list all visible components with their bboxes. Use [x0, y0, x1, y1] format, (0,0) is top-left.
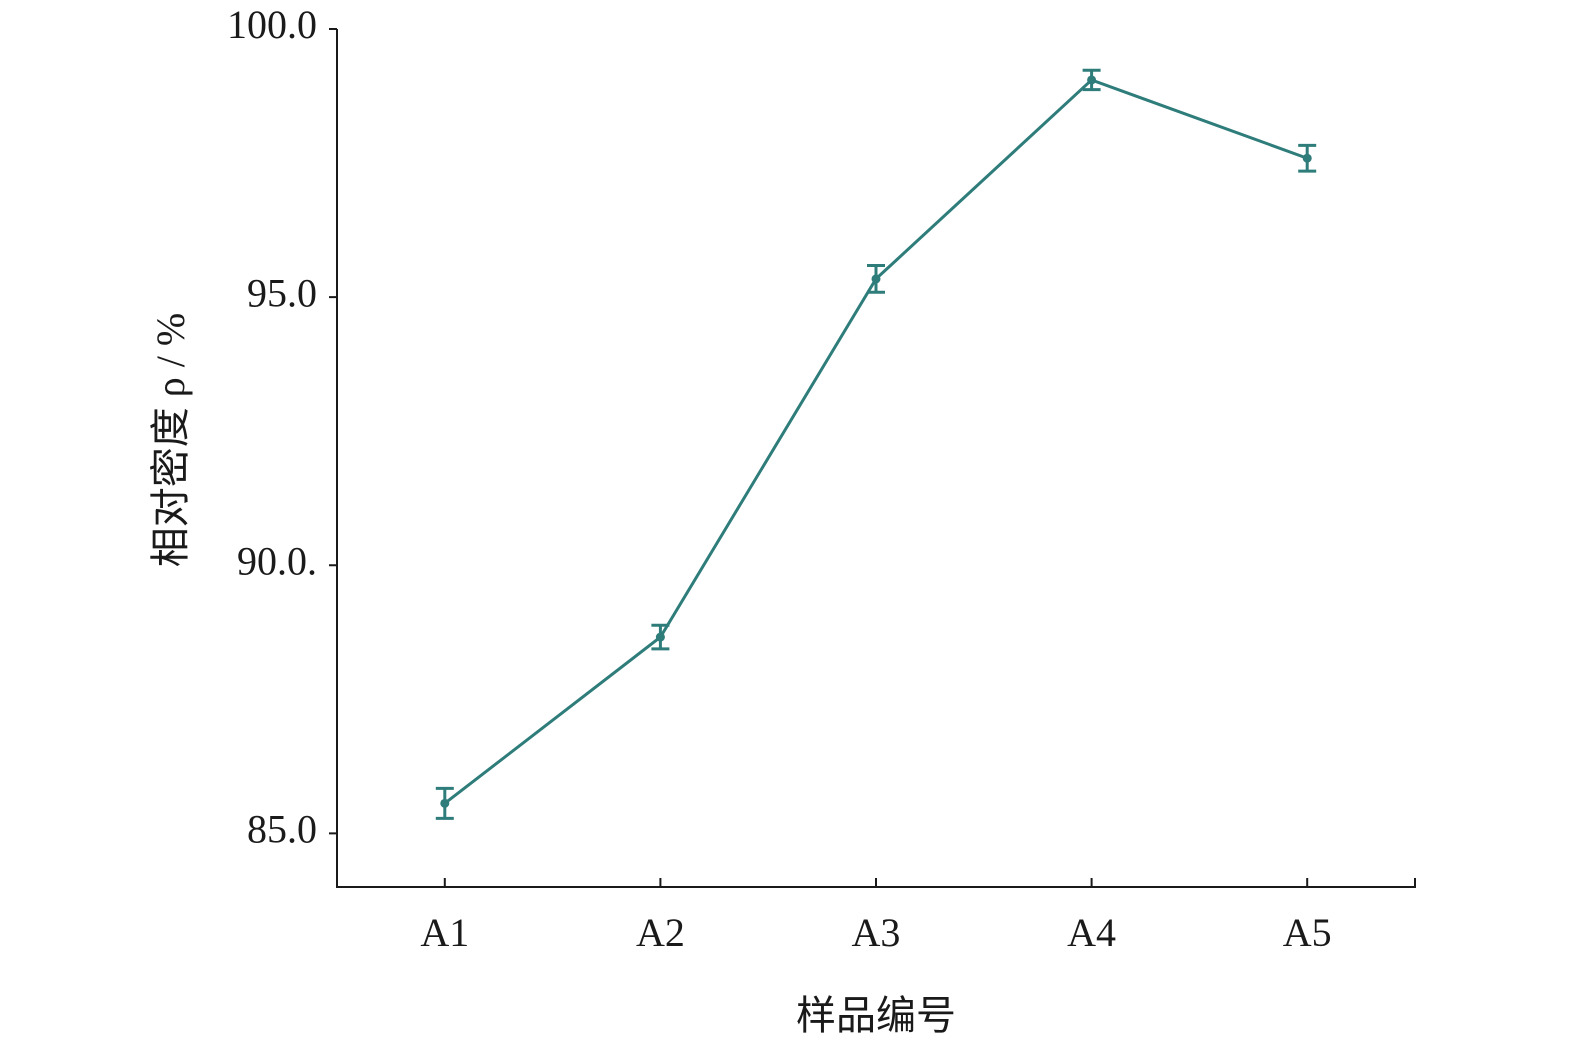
data-point [871, 274, 881, 284]
y-tick-label: 90.0. [237, 538, 317, 583]
data-point [655, 632, 665, 642]
x-tick-label: A5 [1283, 910, 1332, 955]
data-point [1302, 153, 1312, 163]
x-tick-label: A2 [636, 910, 685, 955]
x-tick-label: A4 [1067, 910, 1116, 955]
y-tick-label: 100.0 [227, 2, 317, 47]
y-tick-label: 95.0 [247, 270, 317, 315]
x-axis-label: 样品编号 [796, 993, 956, 1038]
data-line [443, 78, 1308, 805]
y-axis-label: 相对密度 ρ / % [148, 313, 193, 567]
x-tick-label: A3 [852, 910, 901, 955]
x-tick-label: A1 [420, 910, 469, 955]
data-point [1087, 75, 1097, 85]
data-point [440, 798, 450, 808]
y-tick-label: 85.0 [247, 807, 317, 852]
